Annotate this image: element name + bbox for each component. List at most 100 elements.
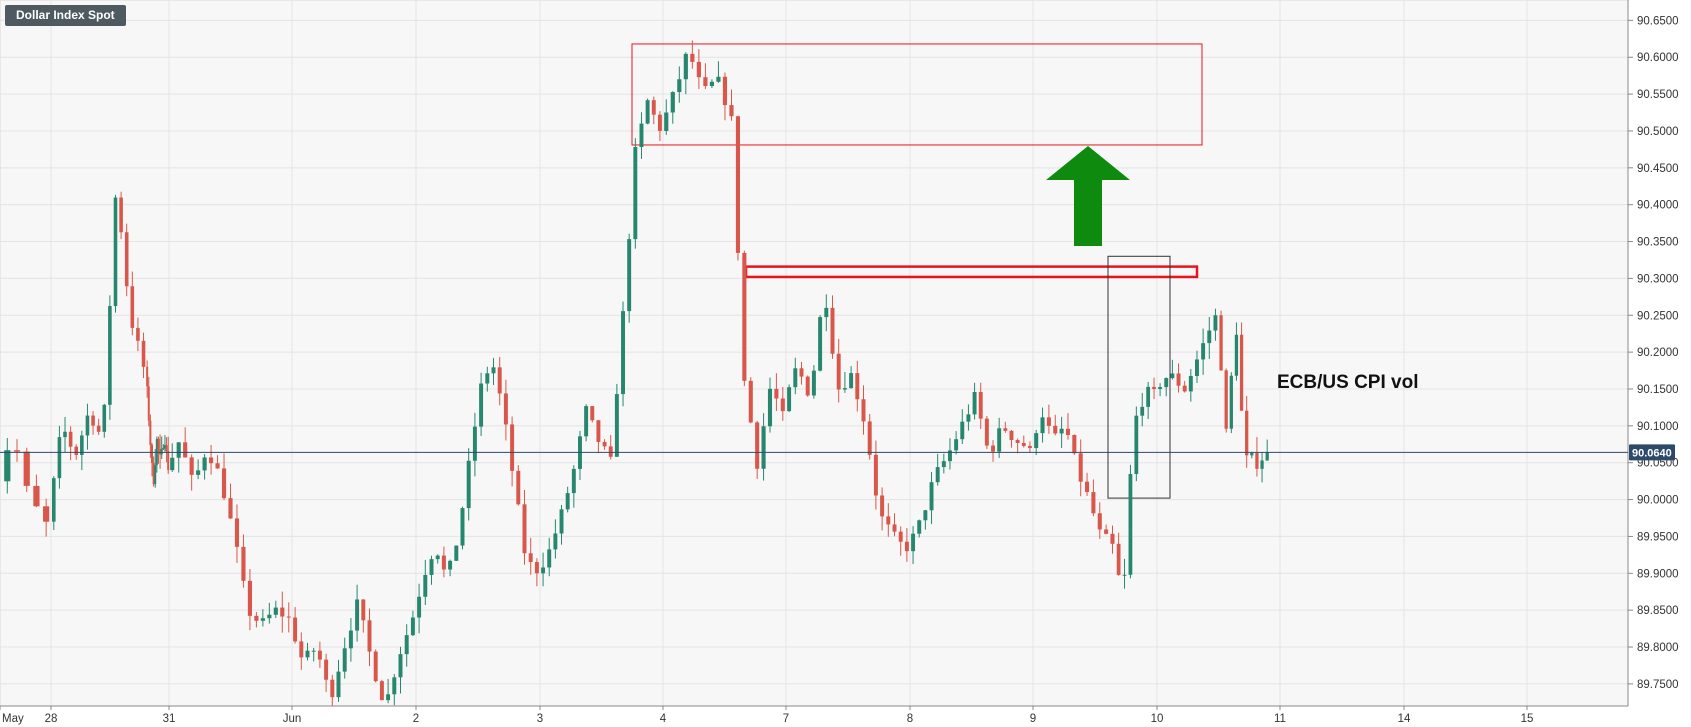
candle-body (1146, 386, 1151, 407)
candle-body (799, 368, 804, 377)
candle-body (136, 327, 140, 341)
candle-body (260, 618, 265, 621)
candle-body (855, 373, 860, 400)
candle-body (267, 614, 272, 619)
y-tick-label: 90.2000 (1637, 347, 1679, 359)
candle-body (130, 286, 135, 328)
candle-body (57, 437, 62, 479)
candle-body (80, 435, 84, 455)
candle-body (124, 232, 129, 287)
y-tick-label: 90.2500 (1637, 310, 1679, 322)
x-tick-label: May (2, 713, 24, 725)
candle-body (43, 506, 50, 522)
candle-body (1116, 543, 1121, 575)
candle-body (417, 596, 422, 618)
candle-body (729, 105, 734, 117)
candle-body (1207, 330, 1212, 344)
candle-body (960, 421, 965, 440)
candle-body (1128, 474, 1133, 575)
candle-body (767, 388, 773, 427)
candle-body (867, 421, 872, 455)
candle-body (1097, 513, 1102, 530)
candle-body (167, 451, 170, 471)
y-tick-label: 89.9500 (1637, 531, 1679, 543)
candle-body (342, 648, 347, 672)
candle-body (460, 508, 465, 546)
candle-body (565, 493, 570, 510)
candle-body (892, 524, 897, 532)
candle-body (553, 533, 558, 550)
candle-body (602, 441, 607, 447)
candle-body (1003, 428, 1008, 431)
candle-body (160, 448, 163, 455)
candle-body (873, 454, 878, 496)
candle-body (113, 197, 118, 307)
resistance-zone-box (631, 43, 1203, 146)
candle-body (273, 607, 278, 615)
candle-body (196, 470, 201, 475)
x-tick-label: 11 (1274, 713, 1286, 725)
candle-body (842, 388, 847, 390)
candle-body (1034, 433, 1039, 448)
candle-body (361, 599, 366, 621)
plot-area[interactable] (0, 0, 1629, 707)
candle-body (441, 555, 446, 570)
candle-body (935, 467, 940, 483)
candle-body (485, 373, 490, 384)
candle-body (748, 380, 753, 423)
candle-body (1122, 574, 1127, 576)
candle-body (1009, 430, 1014, 441)
candle-body (23, 451, 30, 486)
candle-body (978, 392, 983, 419)
candle-body (818, 317, 823, 371)
candle-body (780, 398, 785, 412)
x-tick-label: 8 (907, 713, 913, 725)
candle-body (254, 615, 259, 621)
candle-body (147, 386, 150, 421)
candle-body (787, 387, 792, 412)
candle-body (398, 654, 403, 678)
candle-body (305, 650, 310, 658)
candle-body (241, 546, 246, 581)
candle-body (1255, 453, 1259, 469)
candle-body (386, 694, 391, 701)
candle-body (972, 392, 977, 415)
candle-body (151, 444, 153, 463)
candle-body (639, 123, 644, 148)
candle-body (735, 116, 741, 253)
candle-body (4, 450, 11, 482)
x-tick-label: 9 (1030, 713, 1036, 725)
candle-body (183, 442, 188, 458)
candle-body (410, 617, 415, 636)
candle-body (929, 482, 934, 511)
candle-body (1040, 417, 1045, 434)
candle-body (923, 510, 928, 521)
candle-body (966, 414, 971, 422)
candle-body (516, 470, 521, 505)
x-tick-label: 14 (1398, 713, 1411, 725)
candle-body (811, 370, 816, 396)
candle-body (621, 311, 625, 395)
x-tick-label: 31 (163, 713, 176, 725)
last-price-marker: 90.0640 (0, 444, 1675, 461)
candle-body (348, 630, 353, 649)
candle-body (159, 448, 162, 455)
candle-body (162, 448, 165, 450)
y-tick-label: 89.9000 (1637, 568, 1679, 580)
candle-body (1265, 452, 1269, 461)
candle-body (330, 679, 335, 698)
candle-body (96, 425, 101, 432)
candle-body (1201, 343, 1206, 360)
candle-body (1053, 425, 1058, 434)
candle-body (286, 616, 291, 618)
candle-body (510, 424, 515, 471)
candle-body (466, 460, 471, 509)
candle-body (141, 340, 146, 367)
candle-body (774, 388, 779, 399)
candle-body (74, 446, 79, 455)
candle-body (119, 197, 123, 233)
last-price-label: 90.0640 (1632, 447, 1672, 459)
candle-body (805, 376, 810, 396)
candle-body (522, 504, 527, 554)
